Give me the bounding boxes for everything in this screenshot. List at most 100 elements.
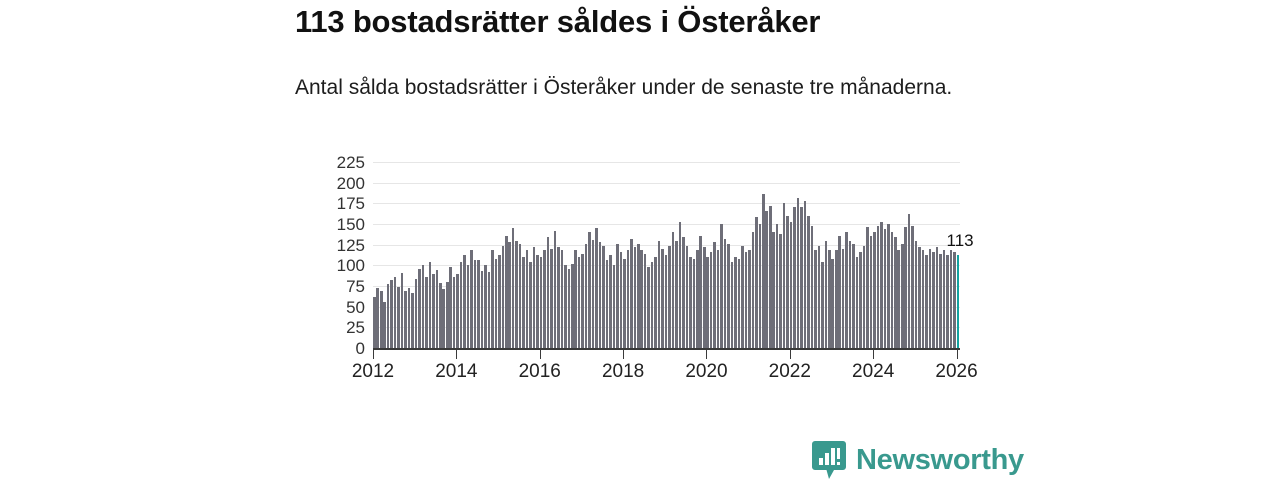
bar[interactable] xyxy=(609,255,612,348)
bar[interactable] xyxy=(671,232,675,348)
bar[interactable] xyxy=(803,200,807,348)
bar[interactable] xyxy=(640,250,643,348)
bar[interactable] xyxy=(762,194,765,348)
bar[interactable] xyxy=(536,255,539,348)
bar[interactable] xyxy=(887,224,890,348)
bar[interactable] xyxy=(570,263,574,348)
bar[interactable] xyxy=(623,258,626,348)
bar[interactable] xyxy=(779,233,782,348)
bar[interactable] xyxy=(525,250,529,348)
bar[interactable] xyxy=(859,252,862,348)
bar[interactable] xyxy=(810,225,814,348)
bar[interactable] xyxy=(584,243,588,348)
bar[interactable] xyxy=(445,281,449,348)
bar[interactable] xyxy=(612,265,616,348)
bar[interactable] xyxy=(557,247,560,348)
bar[interactable] xyxy=(463,255,466,348)
bar[interactable] xyxy=(550,248,553,348)
bar[interactable] xyxy=(862,245,866,348)
bar[interactable] xyxy=(477,259,480,348)
bar[interactable] xyxy=(532,247,536,348)
bar[interactable] xyxy=(953,252,956,348)
bar[interactable] xyxy=(775,224,779,348)
bar[interactable] xyxy=(876,225,880,348)
bar[interactable] xyxy=(834,250,838,348)
bar[interactable] xyxy=(657,240,661,348)
bar[interactable] xyxy=(907,214,911,348)
bar[interactable] xyxy=(782,202,786,348)
bar[interactable] xyxy=(838,235,841,348)
bar[interactable] xyxy=(946,255,949,348)
bar[interactable] xyxy=(411,293,414,348)
bar[interactable] xyxy=(734,257,737,348)
bar[interactable] xyxy=(904,227,907,348)
bar[interactable] xyxy=(442,289,446,348)
bar[interactable] xyxy=(751,232,755,348)
bar[interactable] xyxy=(668,245,671,348)
bar[interactable] xyxy=(855,257,859,348)
bar[interactable] xyxy=(914,240,918,348)
bar[interactable] xyxy=(428,262,432,348)
bar[interactable] xyxy=(501,245,505,348)
bar[interactable] xyxy=(765,210,769,348)
bar[interactable] xyxy=(379,290,383,348)
bar[interactable] xyxy=(487,271,491,348)
bar[interactable] xyxy=(880,222,883,348)
bar[interactable] xyxy=(432,273,435,348)
bar[interactable] xyxy=(515,240,518,348)
bar[interactable] xyxy=(730,262,734,348)
bar[interactable] xyxy=(661,248,664,348)
bar[interactable] xyxy=(425,276,428,348)
bar[interactable] xyxy=(373,296,376,348)
newsworthy-logo[interactable]: Newsworthy xyxy=(812,440,1024,480)
bar[interactable] xyxy=(588,232,591,348)
bar[interactable] xyxy=(636,243,640,348)
bar[interactable] xyxy=(755,217,758,348)
bar[interactable] xyxy=(386,283,390,348)
bar[interactable] xyxy=(473,260,477,348)
bar[interactable] xyxy=(633,247,637,348)
bar[interactable] xyxy=(616,243,619,348)
bar[interactable] xyxy=(581,253,584,348)
bar[interactable] xyxy=(470,250,473,348)
bar[interactable] xyxy=(800,207,803,348)
bar[interactable] xyxy=(935,247,939,348)
bar[interactable] xyxy=(949,250,953,348)
bar[interactable] xyxy=(869,235,873,348)
bar[interactable] xyxy=(942,250,946,348)
bar[interactable] xyxy=(449,267,452,348)
bar[interactable] xyxy=(831,258,835,348)
bar[interactable] xyxy=(598,242,602,348)
bar[interactable] xyxy=(630,238,633,348)
bar[interactable] xyxy=(393,276,397,348)
bar[interactable] xyxy=(796,197,800,348)
bar[interactable] xyxy=(939,253,942,348)
bar[interactable] xyxy=(709,252,713,348)
bar[interactable] xyxy=(654,257,657,348)
bar[interactable] xyxy=(480,271,484,348)
bar[interactable] xyxy=(650,262,654,348)
bar[interactable] xyxy=(841,248,845,348)
bar[interactable] xyxy=(400,272,404,348)
bar[interactable] xyxy=(376,288,380,348)
bar[interactable] xyxy=(737,258,741,348)
bar[interactable] xyxy=(897,250,901,348)
bar[interactable] xyxy=(459,262,463,348)
bar[interactable] xyxy=(727,243,730,348)
bar[interactable] xyxy=(793,207,796,348)
bar[interactable] xyxy=(484,264,487,348)
bar[interactable] xyxy=(383,301,386,348)
bar[interactable] xyxy=(435,270,439,348)
bar[interactable] xyxy=(678,222,682,348)
bar[interactable] xyxy=(817,245,821,348)
bar[interactable] xyxy=(664,255,668,348)
bar[interactable] xyxy=(696,250,699,348)
bar[interactable] xyxy=(772,232,775,348)
bar[interactable] xyxy=(699,235,703,348)
bar[interactable] xyxy=(564,265,567,348)
bar[interactable] xyxy=(758,224,762,348)
bar-highlighted[interactable] xyxy=(956,254,960,348)
bar[interactable] xyxy=(511,228,515,348)
bar[interactable] xyxy=(452,276,456,348)
bar[interactable] xyxy=(845,232,848,348)
